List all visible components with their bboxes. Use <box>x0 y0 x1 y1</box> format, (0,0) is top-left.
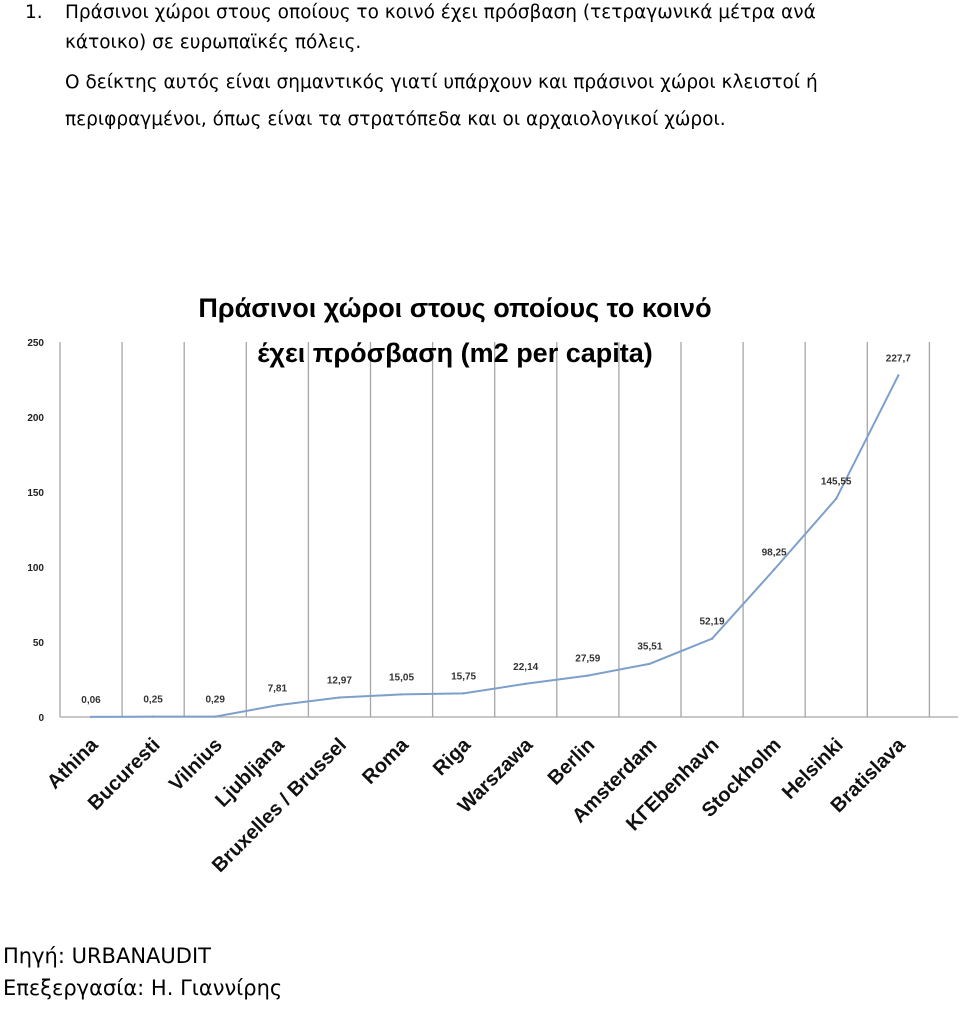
data-point <box>214 715 217 718</box>
data-label: 0,06 <box>81 695 101 706</box>
y-tick-label: 50 <box>33 638 45 649</box>
x-category-label: Athina <box>43 733 103 793</box>
data-point <box>89 715 93 719</box>
data-point <box>648 662 652 665</box>
data-point <box>710 637 714 640</box>
data-label: 27,59 <box>575 654 600 665</box>
intro-text-line: περιφραγμένοι, όπως είναι τα στρατόπεδα … <box>65 109 726 130</box>
intro-text-line: Ο δείκτης αυτός είναι σημαντικός γιατί υ… <box>65 72 818 93</box>
x-category-label: Riga <box>429 733 476 780</box>
data-point <box>400 693 403 696</box>
source-credit: Πηγή: URBANAUDIT <box>3 944 211 968</box>
data-label: 98,25 <box>762 548 787 559</box>
data-point <box>586 674 589 677</box>
data-label: 52,19 <box>699 617 724 628</box>
credits: Πηγή: URBANAUDIT Επεξεργασία: Η. Γιαννίρ… <box>3 940 282 1004</box>
chart-title-line-1: Πράσινοι χώροι στους οποίους το κοινό <box>198 293 711 323</box>
x-category-label: Vilnius <box>165 734 227 796</box>
data-label: 227,7 <box>886 353 911 364</box>
data-point <box>462 692 465 695</box>
y-tick-label: 250 <box>27 338 44 349</box>
data-label: 145,55 <box>821 477 852 488</box>
data-point <box>276 704 279 707</box>
data-label: 15,05 <box>389 672 414 683</box>
intro-text-line: Πράσινοι χώροι στους οποίους το κοινό έχ… <box>65 2 816 23</box>
intro-text-line: κάτοικο) σε ευρωπαϊκές πόλεις. <box>65 32 362 53</box>
data-point <box>151 715 155 718</box>
y-tick-label: 200 <box>27 413 44 424</box>
data-point <box>772 568 776 571</box>
data-label: 15,75 <box>451 671 476 682</box>
data-label: 22,14 <box>513 662 538 673</box>
data-label: 0,29 <box>205 695 225 706</box>
data-label: 12,97 <box>327 676 352 687</box>
data-label: 0,25 <box>143 695 163 706</box>
data-label: 7,81 <box>268 683 288 694</box>
processing-credit: Επεξεργασία: Η. Γιαννίρης <box>3 976 283 1000</box>
data-point <box>338 696 341 699</box>
x-category-label: Berlin <box>544 734 600 790</box>
data-point <box>897 374 900 377</box>
chart-title-line-2: έχει πρόσβαση (m2 per capita) <box>257 338 652 368</box>
data-label: 35,51 <box>637 642 662 653</box>
series-line <box>90 374 900 718</box>
chart: 0 50 100 150 200 250 Πράσινοι χώροι στους οπο… <box>0 280 960 940</box>
data-point <box>835 497 838 500</box>
list-number: 1. <box>25 2 43 23</box>
y-tick-label: 0 <box>38 713 44 724</box>
y-tick-label: 100 <box>27 563 44 574</box>
y-tick-label: 150 <box>27 488 44 499</box>
line-chart: 0 50 100 150 200 250 Πράσινοι χώροι στους οπο… <box>27 293 958 877</box>
x-category-label: Roma <box>358 733 413 788</box>
data-point <box>524 682 527 685</box>
